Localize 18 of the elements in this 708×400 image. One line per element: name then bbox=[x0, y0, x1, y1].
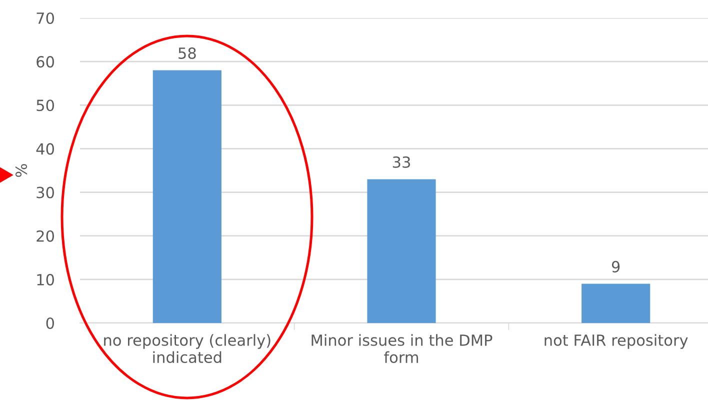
y-tick-label: 40 bbox=[36, 143, 54, 155]
x-tick-label: not FAIR repository bbox=[544, 334, 688, 349]
x-tick-label: no repository (clearly) indicated bbox=[104, 334, 270, 364]
y-tick-label: 60 bbox=[36, 56, 54, 68]
data-label: 58 bbox=[178, 47, 196, 59]
y-tick-label: 70 bbox=[36, 12, 54, 24]
bar bbox=[152, 70, 222, 323]
y-tick-label: 30 bbox=[36, 186, 54, 198]
x-tick-label: Minor issues in the DMP form bbox=[312, 334, 492, 364]
y-tick-label: 0 bbox=[46, 317, 54, 330]
y-tick-label: 20 bbox=[36, 230, 54, 242]
y-tick-label: 50 bbox=[36, 100, 54, 112]
bar bbox=[582, 284, 650, 323]
bar bbox=[367, 179, 436, 323]
data-label: 33 bbox=[392, 156, 410, 168]
data-label: 9 bbox=[612, 260, 620, 272]
y-axis-title: % bbox=[15, 164, 28, 177]
y-tick-label: 10 bbox=[37, 274, 54, 286]
